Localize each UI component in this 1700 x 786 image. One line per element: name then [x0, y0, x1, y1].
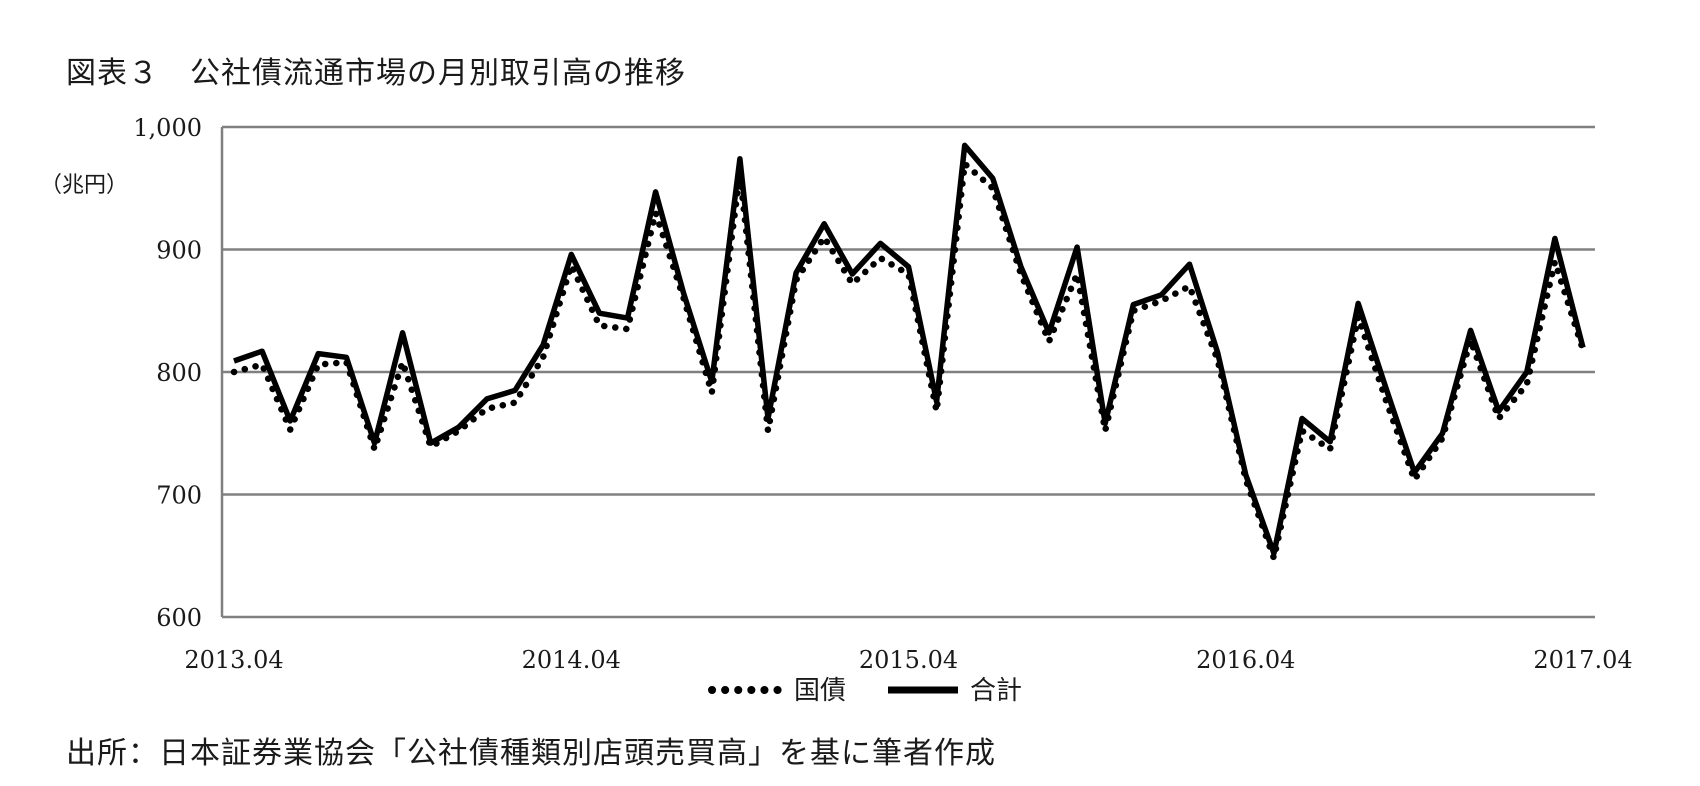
y-tick-label: 600 — [156, 604, 202, 632]
source-note: 出所：日本証券業協会「公社債種類別店頭売買高」を基に筆者作成 — [66, 736, 996, 771]
x-tick-label: 2015.04 — [859, 646, 958, 674]
x-tick-label: 2013.04 — [184, 646, 283, 674]
y-axis-unit-label: （兆円） — [40, 173, 128, 198]
grid-lines — [220, 125, 1595, 619]
x-tick-label: 2014.04 — [522, 646, 621, 674]
series-line-0 — [230, 160, 1587, 562]
legend-label-1: 合計 — [970, 676, 1022, 706]
series-lines — [230, 142, 1587, 562]
series-line-1 — [233, 142, 1586, 557]
x-tick-labels: 2013.04 2014.04 2015.04 2016.04 2017.04 — [184, 646, 1632, 674]
y-tick-label: 1,000 — [133, 114, 202, 142]
figure-title: 図表３ 公社債流通市場の月別取引高の推移 — [66, 56, 686, 91]
legend-label-0: 国債 — [794, 676, 846, 706]
legend: 国債 合計 — [708, 676, 1022, 706]
x-tick-label: 2017.04 — [1533, 646, 1632, 674]
y-tick-labels: 600 700 800 900 1,000 — [133, 114, 202, 632]
y-tick-label: 900 — [156, 237, 202, 265]
x-tick-label: 2016.04 — [1196, 646, 1295, 674]
y-tick-label: 700 — [156, 482, 202, 510]
y-tick-label: 800 — [156, 359, 202, 387]
